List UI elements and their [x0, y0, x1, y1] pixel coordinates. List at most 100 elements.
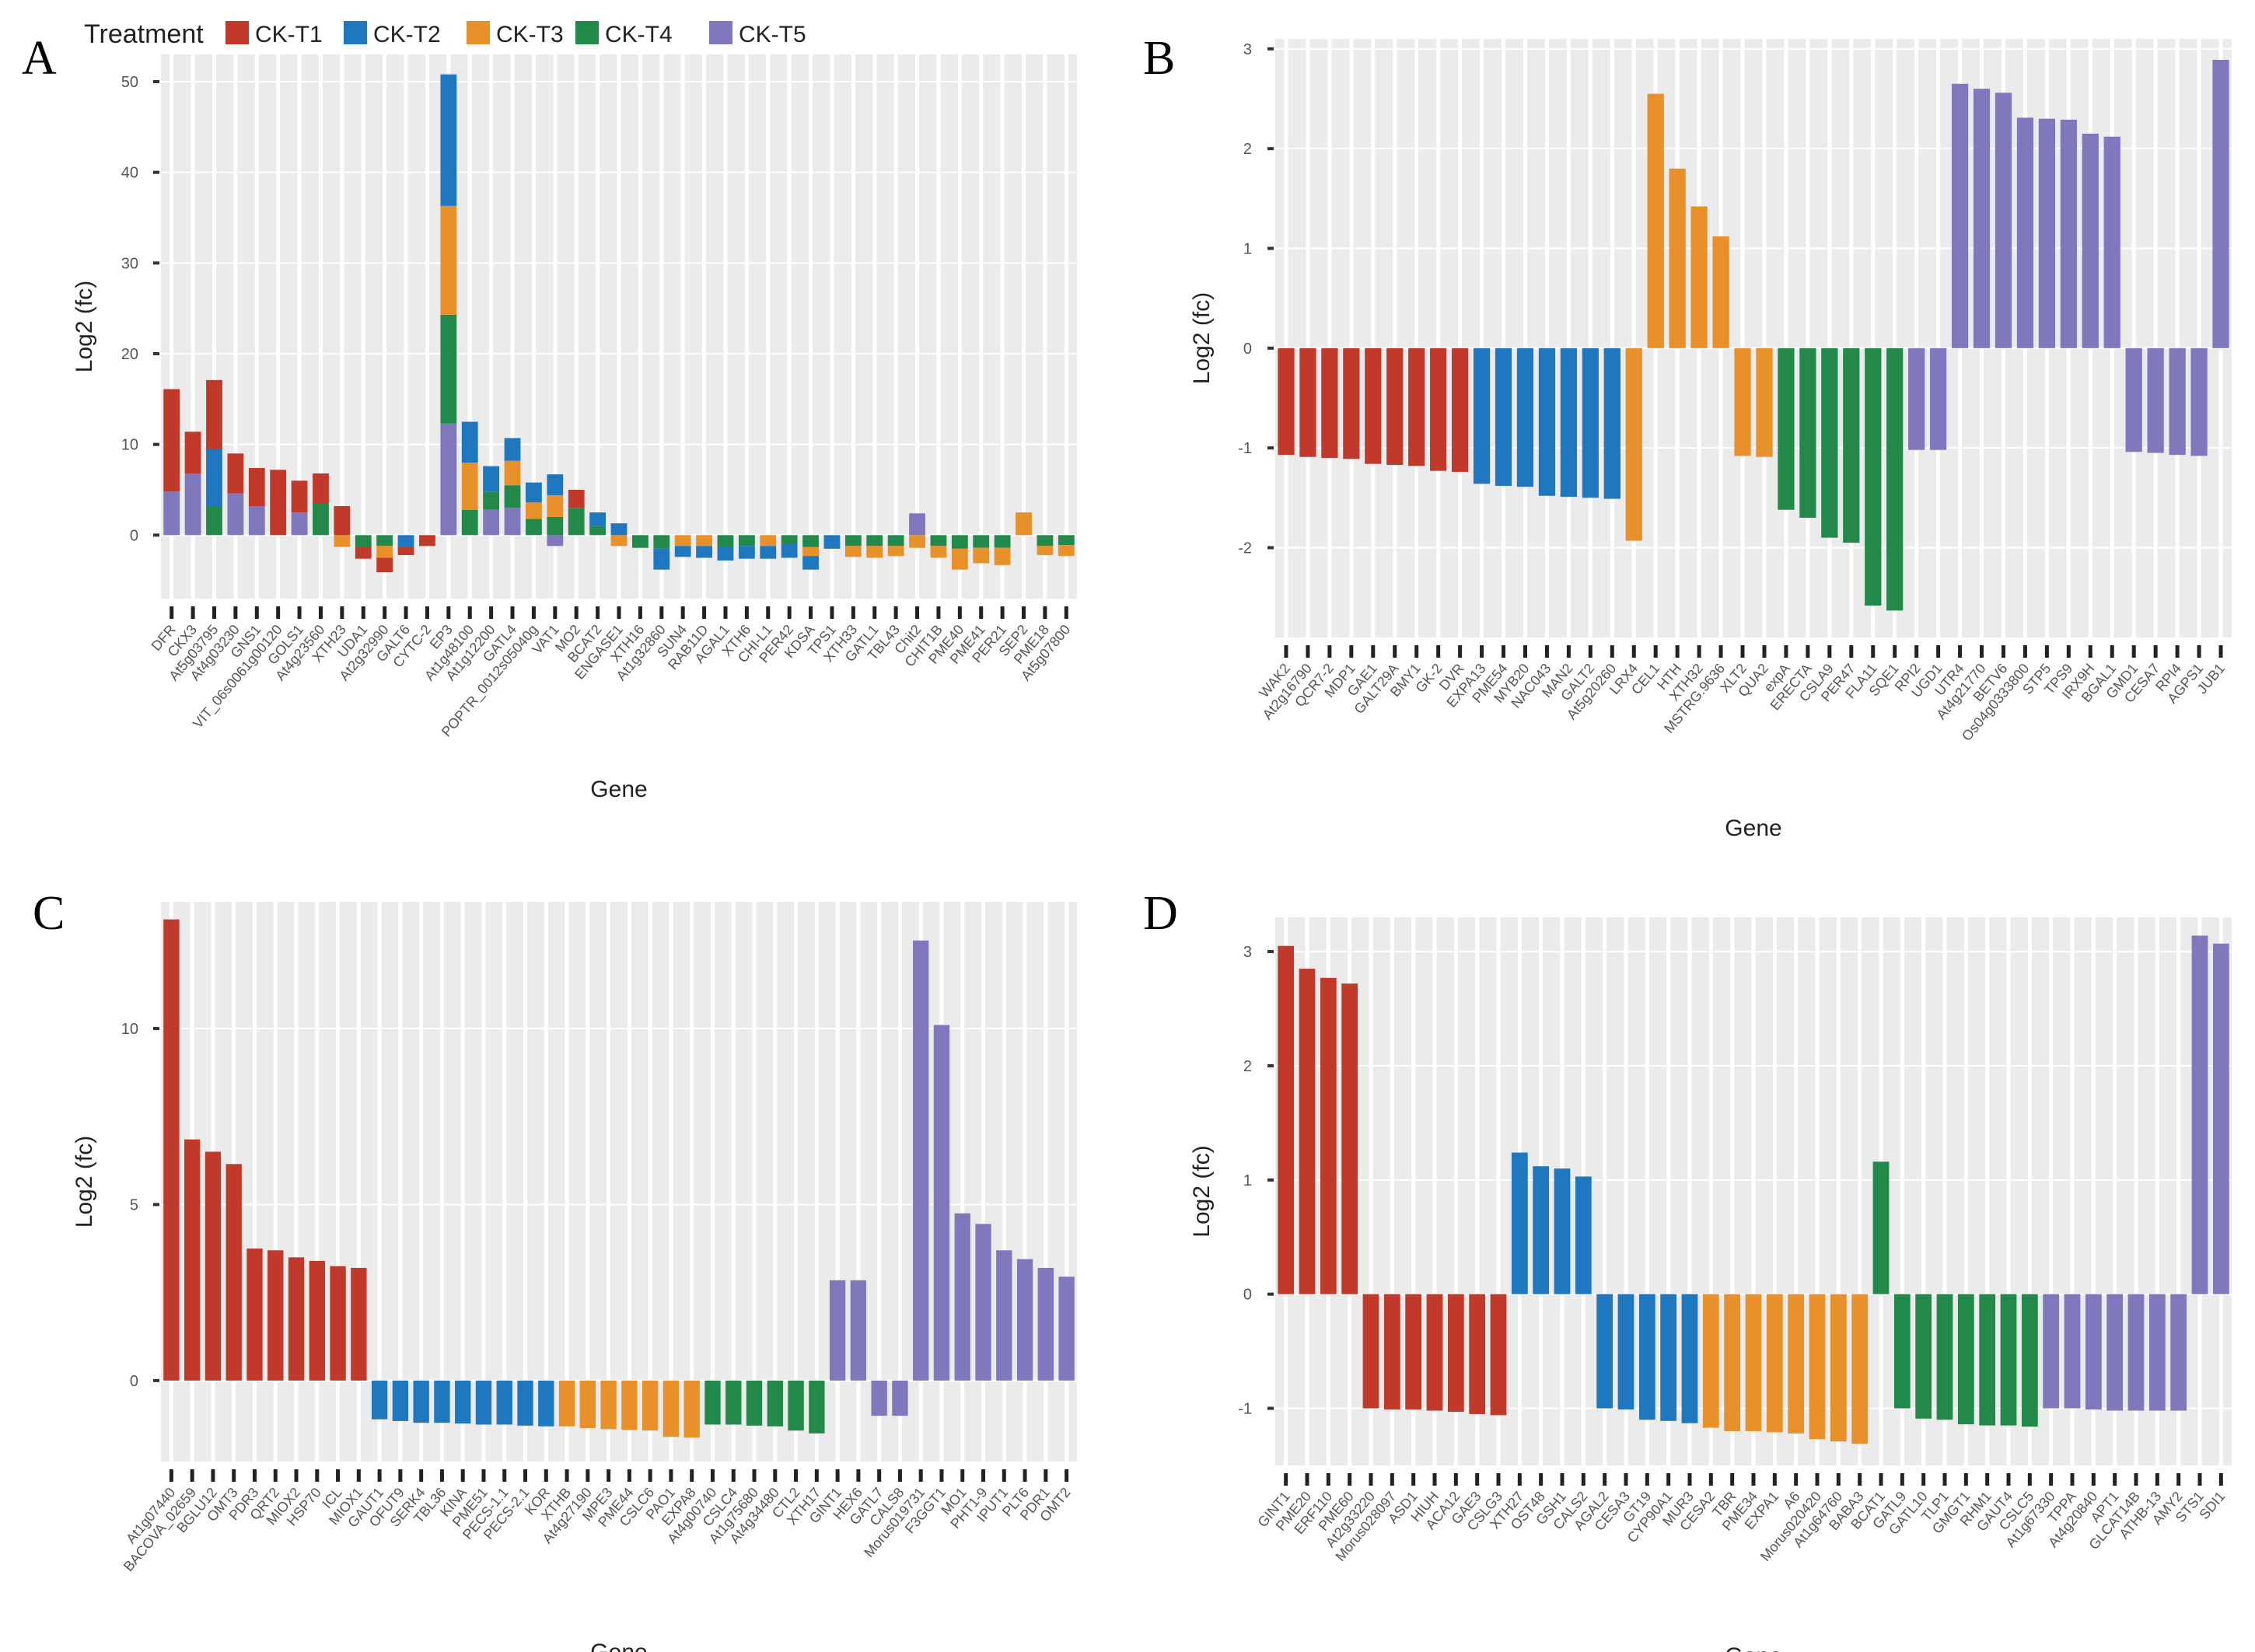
legend-label: CK-T5	[739, 22, 806, 47]
bar	[246, 1249, 263, 1381]
bar-segment	[248, 468, 265, 506]
bar-segment	[163, 491, 180, 536]
bar	[2082, 133, 2099, 348]
bar-segment	[717, 547, 734, 561]
panel-letter: A	[22, 32, 57, 85]
bar	[1851, 1294, 1869, 1444]
bar	[1995, 93, 2012, 348]
bar	[2127, 1294, 2145, 1411]
legend-label: CK-T1	[255, 22, 323, 47]
bar	[288, 1257, 305, 1381]
bar-segment	[270, 470, 287, 536]
bar	[1951, 83, 1969, 348]
bar	[2147, 348, 2164, 453]
bar	[1386, 348, 1404, 465]
bar-segment	[547, 474, 564, 495]
bar	[455, 1380, 471, 1424]
bar-segment	[844, 535, 862, 547]
bar	[1596, 1294, 1613, 1409]
bar	[475, 1380, 492, 1425]
bar-segment	[994, 547, 1011, 565]
bar-segment	[930, 546, 947, 558]
bar	[809, 1380, 825, 1434]
bar-segment	[802, 556, 819, 570]
y-tick-label: 0	[130, 527, 138, 544]
bar	[1702, 1294, 1719, 1428]
bar-segment	[568, 508, 585, 536]
bar-segment	[355, 547, 372, 559]
y-tick-label: 10	[121, 1021, 138, 1038]
bar	[913, 940, 929, 1381]
bar-segment	[206, 449, 222, 506]
bar	[1490, 1294, 1507, 1416]
bar	[1299, 348, 1316, 457]
bar-segment	[653, 535, 670, 549]
y-axis-title: Log2 (fc)	[1189, 1145, 1215, 1237]
y-tick-label: 1	[1243, 1172, 1252, 1189]
y-tick-label: 50	[121, 74, 138, 91]
bar	[579, 1380, 596, 1428]
bar-segment	[248, 506, 265, 536]
bar	[2169, 348, 2186, 456]
bar-segment	[397, 535, 414, 547]
bar-segment	[696, 546, 712, 558]
bar-segment	[526, 519, 542, 536]
bar-segment	[376, 546, 393, 558]
bar	[1756, 348, 1773, 457]
bar	[1908, 348, 1925, 450]
bar	[267, 1250, 284, 1381]
bar	[1037, 1267, 1054, 1381]
bar-segment	[1016, 512, 1032, 536]
bar	[538, 1380, 554, 1427]
bar	[871, 1380, 887, 1416]
bar-segment	[951, 548, 968, 570]
bar	[2085, 1294, 2102, 1410]
bar	[829, 1280, 846, 1381]
y-tick-label: 5	[130, 1196, 138, 1214]
bar-segment	[334, 506, 351, 536]
bar-segment	[397, 547, 414, 555]
y-tick-label: 20	[121, 346, 138, 363]
bar	[2190, 348, 2208, 456]
y-tick-label: -1	[1238, 440, 1252, 457]
bar-segment	[781, 535, 798, 544]
y-tick-label: 2	[1243, 1058, 1252, 1075]
bar	[1426, 1294, 1443, 1411]
bar-segment	[717, 535, 734, 547]
bar-segment	[376, 535, 393, 547]
bar	[1405, 1294, 1422, 1410]
panel-letter: C	[33, 887, 65, 940]
bar	[1408, 348, 1425, 466]
y-tick-label: 10	[121, 437, 138, 454]
bar	[1383, 1294, 1400, 1410]
bar	[1473, 348, 1491, 484]
bar	[2191, 935, 2208, 1294]
bar	[2038, 118, 2056, 348]
bar	[1016, 1259, 1033, 1381]
bar	[1321, 348, 1338, 458]
bar-segment	[184, 431, 201, 473]
bar	[2064, 1294, 2081, 1409]
bar-segment	[184, 473, 201, 536]
bar	[2212, 59, 2229, 348]
bar-segment	[355, 535, 372, 547]
bar-segment	[526, 482, 542, 503]
bar	[746, 1380, 763, 1426]
bar	[725, 1380, 742, 1425]
bar	[1430, 348, 1447, 471]
legend-label: CK-T2	[373, 22, 441, 47]
bar-segment	[483, 509, 500, 536]
bar-segment	[1037, 546, 1054, 555]
bar-segment	[547, 535, 564, 547]
bar	[1734, 348, 1751, 456]
bar	[663, 1380, 680, 1437]
bar-segment	[973, 547, 990, 564]
bar	[1745, 1294, 1762, 1431]
bar	[309, 1260, 325, 1381]
bar	[2060, 119, 2077, 348]
y-tick-label: 3	[1243, 944, 1252, 961]
y-tick-label: 0	[1243, 1287, 1252, 1304]
bar	[1320, 977, 1337, 1294]
bar	[1788, 1294, 1805, 1434]
bar	[1893, 1294, 1911, 1409]
